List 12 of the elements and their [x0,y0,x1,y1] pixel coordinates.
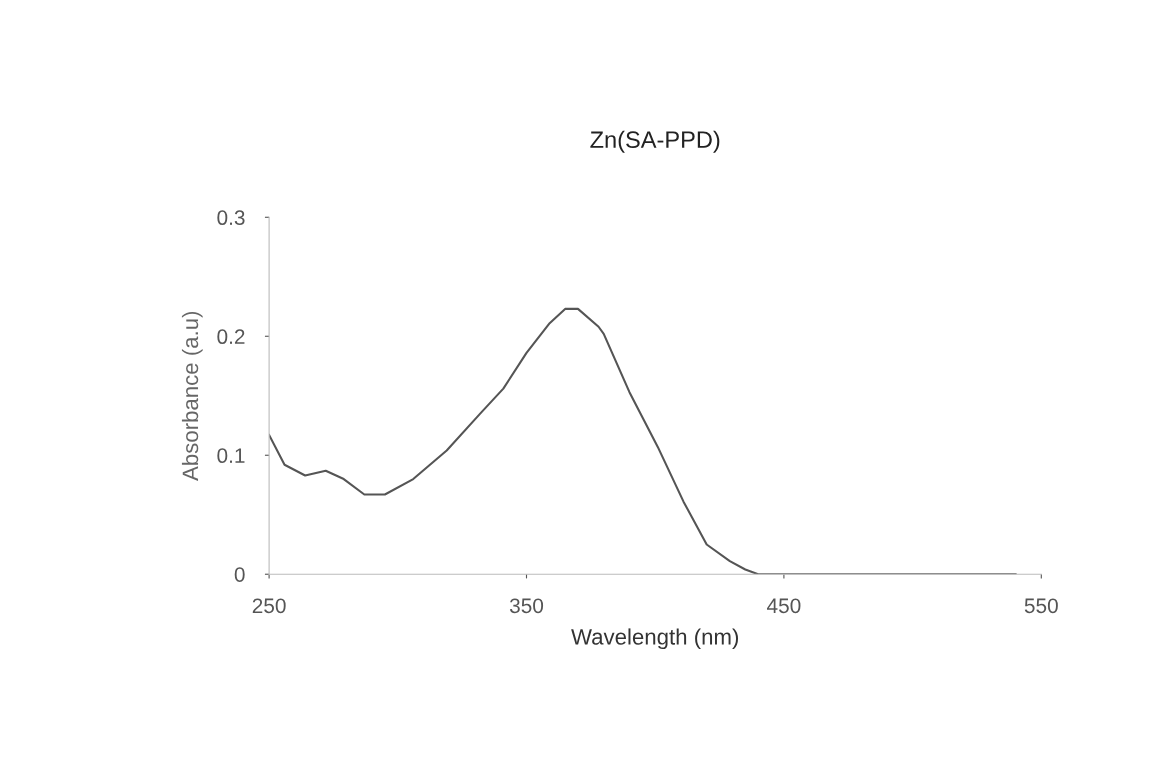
x-tick-label: 450 [767,598,801,614]
chart-title: Zn(SA-PPD) [590,130,720,153]
y-tick-label: 0.1 [217,448,245,464]
y-axis-title: Absorbance (a.u) [181,311,203,481]
x-axis-title: Wavelength (nm) [571,628,739,650]
y-tick-label: 0 [234,567,245,582]
x-tick-label: 250 [252,598,286,614]
x-tick-label: 350 [509,598,544,614]
x-tick-label: 550 [1024,598,1058,614]
y-tick-label: 0.2 [217,329,245,345]
y-tick-label: 0.3 [217,210,245,226]
line-series [269,307,1017,575]
